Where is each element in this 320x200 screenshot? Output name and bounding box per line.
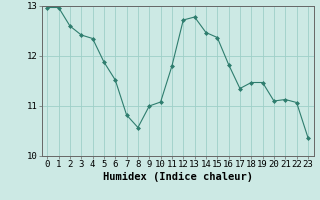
X-axis label: Humidex (Indice chaleur): Humidex (Indice chaleur) xyxy=(103,172,252,182)
